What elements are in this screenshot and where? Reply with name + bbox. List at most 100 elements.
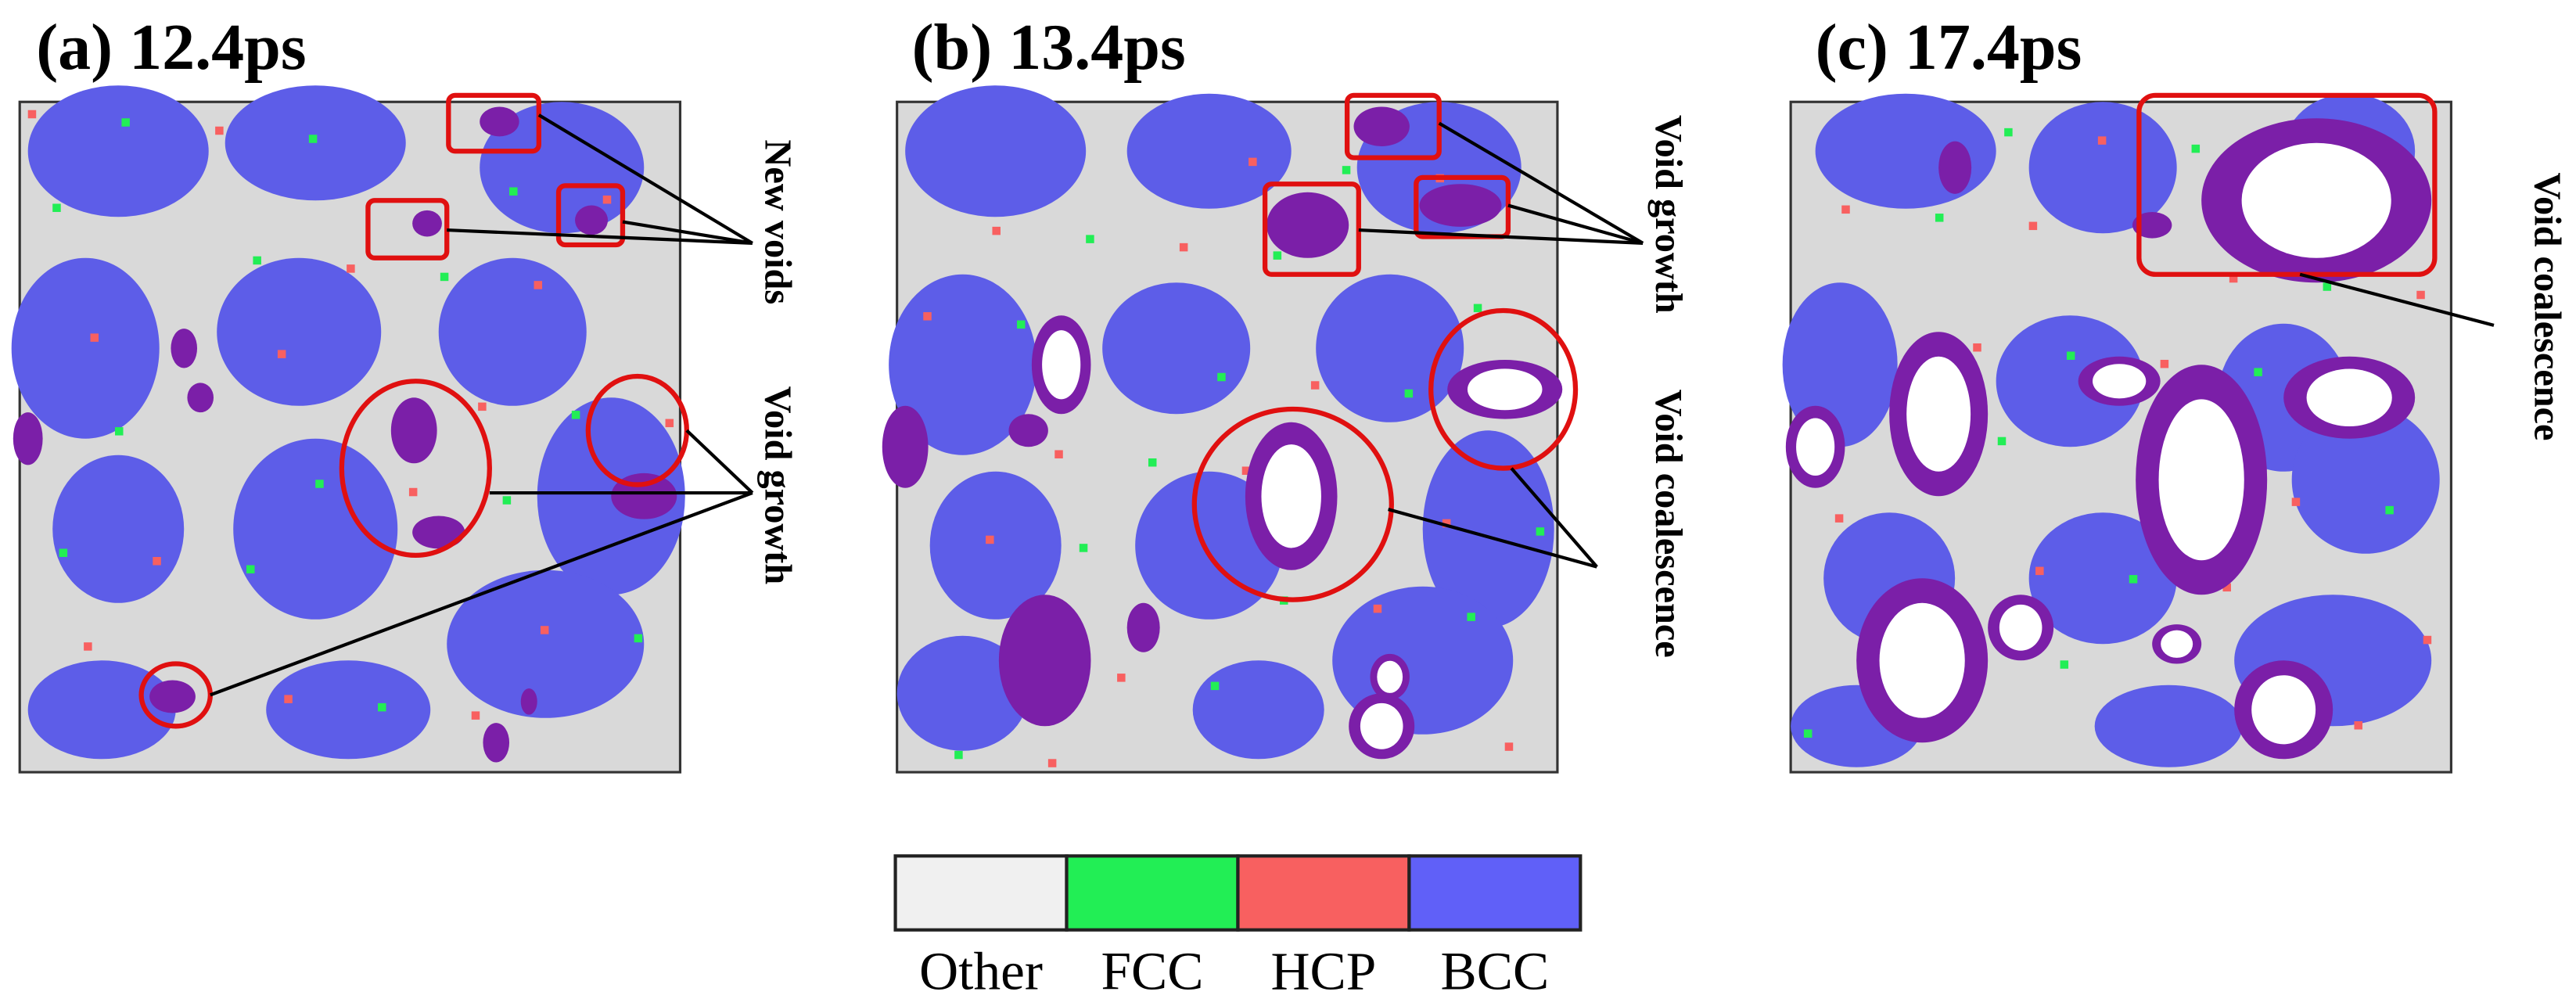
fcc-atoms bbox=[509, 187, 518, 196]
annotation: Void growth bbox=[757, 386, 799, 585]
fcc-atoms bbox=[2097, 136, 2107, 145]
void bbox=[412, 516, 465, 549]
void bbox=[1938, 141, 1972, 194]
snapshot bbox=[1782, 93, 2452, 774]
legend-label: Other bbox=[919, 940, 1043, 1001]
fcc-atoms bbox=[1504, 742, 1514, 751]
fcc-atoms bbox=[571, 411, 580, 419]
void bbox=[483, 723, 510, 763]
fcc-atoms bbox=[1047, 759, 1057, 767]
void bbox=[2132, 211, 2172, 239]
fcc-atoms bbox=[153, 556, 161, 566]
void-hole bbox=[2093, 364, 2147, 399]
void-hole bbox=[1879, 602, 1965, 718]
void-hole bbox=[2161, 630, 2193, 658]
void bbox=[1008, 414, 1048, 447]
bcc-grain bbox=[1316, 274, 1464, 422]
fcc-atoms bbox=[52, 203, 61, 212]
fcc-atoms bbox=[1179, 243, 1188, 252]
fcc-atoms bbox=[2229, 274, 2238, 283]
fcc-atoms bbox=[2254, 368, 2262, 376]
fcc-atoms bbox=[284, 695, 293, 703]
bcc-grain bbox=[217, 257, 382, 406]
legend: Other FCC HCP BCC bbox=[893, 854, 1583, 1001]
void-hole bbox=[2158, 399, 2244, 561]
fcc-atoms bbox=[246, 565, 255, 573]
fcc-atoms bbox=[1054, 450, 1063, 458]
panel-title: (a) 12.4ps bbox=[36, 11, 306, 84]
fcc-atoms bbox=[1273, 251, 1282, 260]
fcc-atoms bbox=[1404, 389, 1414, 398]
fcc-atoms bbox=[308, 135, 318, 143]
legend-swatch bbox=[1065, 854, 1240, 932]
fcc-atoms bbox=[1148, 458, 1157, 467]
fcc-atoms bbox=[634, 634, 643, 643]
bcc-grain bbox=[1192, 660, 1324, 760]
void bbox=[1126, 602, 1160, 652]
fcc-atoms bbox=[2385, 505, 2394, 515]
snapshot bbox=[882, 85, 1563, 774]
void-hole bbox=[1467, 368, 1543, 411]
void bbox=[1266, 192, 1349, 258]
bcc-grain bbox=[2291, 405, 2440, 554]
fcc-atoms bbox=[1217, 372, 1226, 382]
fcc-atoms bbox=[1210, 681, 1220, 691]
legend-swatch bbox=[893, 854, 1069, 932]
legend-swatch bbox=[1407, 854, 1583, 932]
fcc-atoms bbox=[2129, 575, 2138, 584]
bcc-grain bbox=[1782, 282, 1898, 447]
fcc-atoms bbox=[2028, 221, 2038, 231]
bcc-grain bbox=[27, 660, 176, 760]
fcc-atoms bbox=[115, 427, 124, 436]
panels bbox=[11, 85, 2452, 774]
fcc-atoms bbox=[1536, 527, 1545, 536]
fcc-atoms bbox=[478, 402, 487, 411]
fcc-atoms bbox=[665, 419, 674, 428]
fcc-atoms bbox=[471, 711, 480, 720]
fcc-atoms bbox=[378, 702, 386, 712]
fcc-atoms bbox=[1935, 214, 1944, 222]
fcc-atoms bbox=[121, 118, 130, 127]
bcc-grain bbox=[896, 635, 1029, 751]
fcc-atoms bbox=[277, 350, 286, 358]
fcc-atoms bbox=[1834, 514, 1844, 523]
void-hole bbox=[1999, 604, 2042, 651]
void bbox=[390, 397, 437, 464]
fcc-atoms bbox=[27, 110, 37, 119]
fcc-atoms bbox=[986, 535, 994, 544]
bcc-grain bbox=[905, 85, 1087, 217]
fcc-atoms bbox=[2004, 128, 2013, 137]
fcc-atoms bbox=[1442, 519, 1451, 528]
void bbox=[13, 412, 43, 465]
legend-swatch bbox=[1236, 854, 1411, 932]
void-hole bbox=[2241, 142, 2391, 258]
annotation: Void coalescence bbox=[2526, 173, 2567, 441]
void bbox=[149, 680, 196, 713]
fcc-atoms bbox=[408, 487, 418, 497]
annotation: Void coalescence bbox=[1647, 390, 1689, 658]
fcc-atoms bbox=[1016, 320, 1026, 329]
legend-label: HCP bbox=[1271, 940, 1377, 1001]
fcc-atoms bbox=[1841, 205, 1850, 214]
void-hole bbox=[1906, 356, 1971, 472]
fcc-atoms bbox=[1241, 466, 1251, 475]
void bbox=[171, 329, 198, 368]
bcc-grain bbox=[2094, 684, 2243, 767]
void-hole bbox=[2306, 368, 2392, 427]
bcc-grain bbox=[2028, 512, 2177, 645]
void-hole bbox=[1261, 444, 1321, 548]
void-hole bbox=[1360, 702, 1403, 749]
fcc-atoms bbox=[2416, 290, 2425, 300]
legend-label: BCC bbox=[1441, 940, 1550, 1001]
void-hole bbox=[1796, 418, 1835, 476]
fcc-atoms bbox=[1086, 235, 1094, 243]
fcc-atoms bbox=[1997, 437, 2007, 446]
fcc-atoms bbox=[2160, 359, 2169, 368]
fcc-atoms bbox=[315, 480, 324, 488]
void bbox=[412, 210, 442, 237]
void bbox=[882, 405, 929, 488]
texts: (a) 12.4ps (b) 13.4ps (c) 17.4ps New voi… bbox=[36, 11, 2567, 657]
bcc-grain bbox=[1126, 93, 1292, 209]
